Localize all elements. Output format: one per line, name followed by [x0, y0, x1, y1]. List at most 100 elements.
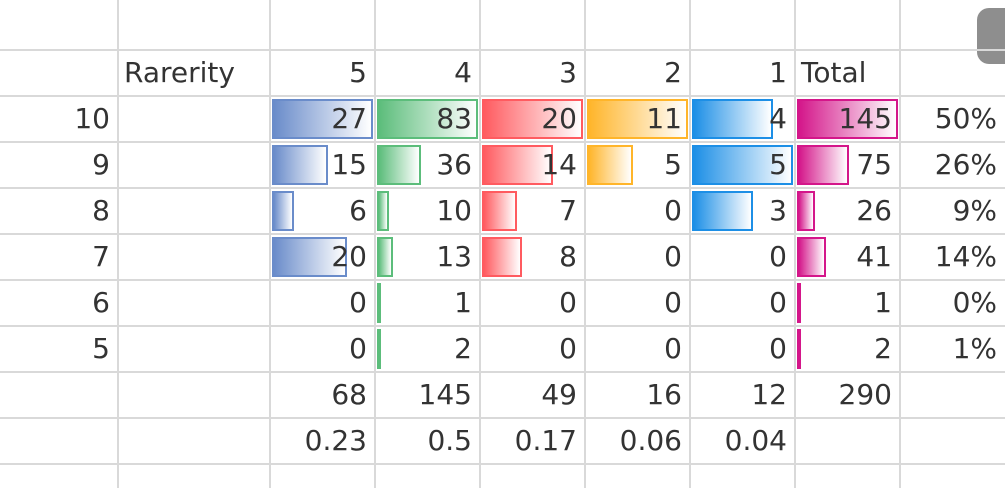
ratio-cell: 0.23	[304, 424, 367, 457]
grid-line	[794, 0, 796, 488]
data-bar	[482, 145, 553, 185]
grid-line	[689, 0, 691, 488]
value-cell: 8	[559, 240, 577, 273]
grid-line	[899, 0, 901, 488]
total-cell: 49	[541, 378, 577, 411]
data-bar	[377, 329, 381, 369]
header-cell: 5	[349, 56, 367, 89]
value-cell: 0	[349, 286, 367, 319]
total-cell: 145	[418, 378, 472, 411]
grid-line	[0, 95, 1005, 97]
value-cell: 5	[664, 148, 682, 181]
header-cell: Rarerity	[124, 56, 235, 89]
value-cell: 1	[454, 286, 472, 319]
data-bar	[377, 145, 421, 185]
data-bar	[482, 237, 523, 277]
percent-cell: 9%	[952, 194, 997, 227]
data-bar	[377, 99, 478, 139]
grid-line	[0, 279, 1005, 281]
grid-line	[0, 325, 1005, 327]
data-bar	[377, 283, 381, 323]
value-cell: 5	[769, 148, 787, 181]
ratio-cell: 0.06	[619, 424, 682, 457]
row-label: 5	[92, 332, 110, 365]
value-cell: 1	[874, 286, 892, 319]
header-cell: 4	[454, 56, 472, 89]
data-bar	[272, 191, 295, 231]
header-cell: 3	[559, 56, 577, 89]
value-cell: 10	[436, 194, 472, 227]
grid-line	[0, 417, 1005, 419]
value-cell: 0	[769, 240, 787, 273]
value-cell: 11	[646, 102, 682, 135]
data-bar	[272, 237, 347, 277]
grid-line	[0, 371, 1005, 373]
data-bar	[587, 145, 633, 185]
value-cell: 41	[856, 240, 892, 273]
percent-cell: 26%	[934, 148, 997, 181]
data-bar	[587, 99, 688, 139]
grid-line	[0, 463, 1005, 465]
percent-cell: 0%	[952, 286, 997, 319]
grid-line	[0, 233, 1005, 235]
row-label: 6	[92, 286, 110, 319]
value-cell: 0	[769, 286, 787, 319]
row-label: 9	[92, 148, 110, 181]
data-bar	[797, 237, 826, 277]
percent-cell: 1%	[952, 332, 997, 365]
value-cell: 26	[856, 194, 892, 227]
value-cell: 0	[349, 332, 367, 365]
grid-line	[117, 0, 119, 488]
value-cell: 83	[436, 102, 472, 135]
scroll-handle[interactable]	[977, 8, 1005, 64]
row-label: 7	[92, 240, 110, 273]
grid-line	[374, 0, 376, 488]
header-cell: 2	[664, 56, 682, 89]
grid-line	[269, 0, 271, 488]
value-cell: 27	[331, 102, 367, 135]
data-bar	[797, 283, 801, 323]
value-cell: 0	[664, 286, 682, 319]
value-cell: 145	[838, 102, 892, 135]
value-cell: 0	[769, 332, 787, 365]
row-label: 8	[92, 194, 110, 227]
value-cell: 20	[541, 102, 577, 135]
ratio-cell: 0.17	[514, 424, 577, 457]
value-cell: 6	[349, 194, 367, 227]
value-cell: 36	[436, 148, 472, 181]
value-cell: 2	[874, 332, 892, 365]
data-bar	[482, 191, 518, 231]
data-bar	[377, 191, 390, 231]
data-bar	[692, 191, 753, 231]
data-bar	[692, 145, 793, 185]
data-bar	[797, 191, 816, 231]
data-bar	[797, 145, 850, 185]
grid-line	[584, 0, 586, 488]
grid-line	[479, 0, 481, 488]
value-cell: 4	[769, 102, 787, 135]
value-cell: 7	[559, 194, 577, 227]
value-cell: 14	[541, 148, 577, 181]
data-bar	[377, 237, 393, 277]
value-cell: 20	[331, 240, 367, 273]
value-cell: 3	[769, 194, 787, 227]
data-bar	[482, 99, 583, 139]
value-cell: 0	[664, 240, 682, 273]
value-cell: 75	[856, 148, 892, 181]
value-cell: 2	[454, 332, 472, 365]
total-cell: 12	[751, 378, 787, 411]
value-cell: 13	[436, 240, 472, 273]
ratio-cell: 0.5	[427, 424, 472, 457]
percent-cell: 50%	[934, 102, 997, 135]
grid-line	[0, 141, 1005, 143]
percent-cell: 14%	[934, 240, 997, 273]
data-bar	[797, 99, 898, 139]
data-bar	[692, 99, 773, 139]
row-label: 10	[74, 102, 110, 135]
value-cell: 0	[559, 332, 577, 365]
data-bar	[272, 145, 329, 185]
ratio-cell: 0.04	[724, 424, 787, 457]
data-bar	[272, 99, 373, 139]
data-bar	[797, 329, 801, 369]
